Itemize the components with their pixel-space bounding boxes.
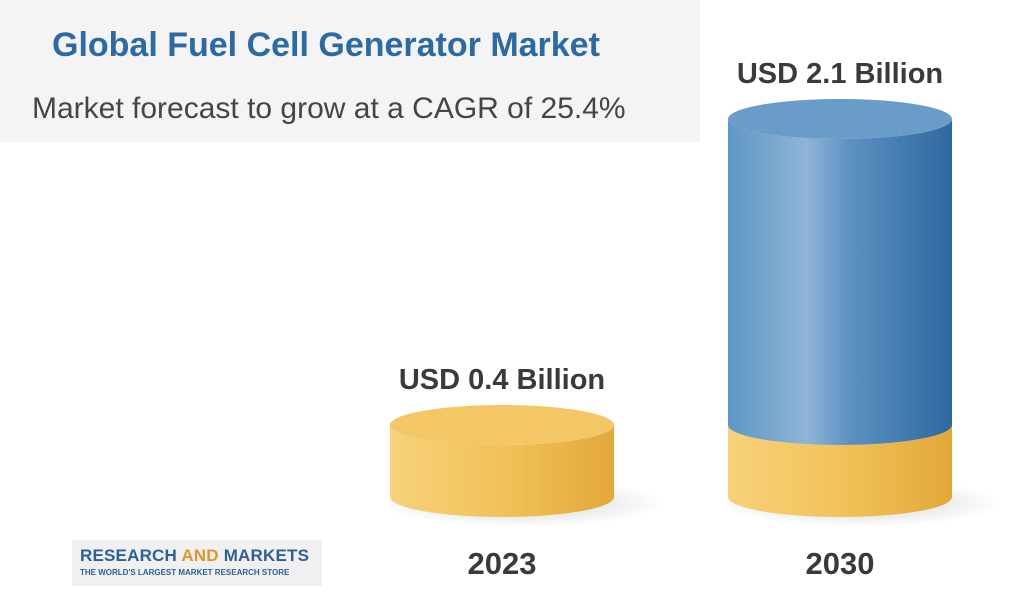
logo-wordmark: RESEARCH AND MARKETS xyxy=(80,546,309,566)
logo-word-markets: MARKETS xyxy=(223,546,310,565)
bar-top xyxy=(728,99,952,139)
bar-top xyxy=(390,405,614,445)
research-and-markets-logo: RESEARCH AND MARKETS THE WORLD'S LARGEST… xyxy=(72,540,322,586)
cylinder-bar-2030 xyxy=(718,99,1002,527)
logo-word-research: RESEARCH xyxy=(80,546,178,565)
chart-title: Global Fuel Cell Generator Market xyxy=(52,26,600,64)
value-label: USD 2.1 Billion xyxy=(737,58,943,90)
logo-word-and: AND xyxy=(181,546,219,565)
bar-base-segment xyxy=(728,425,952,517)
logo-tagline: THE WORLD'S LARGEST MARKET RESEARCH STOR… xyxy=(80,568,290,577)
chart-subtitle: Market forecast to grow at a CAGR of 25.… xyxy=(32,92,626,125)
bar-body xyxy=(390,425,614,517)
cylinder-bar-2023 xyxy=(380,405,664,527)
header-panel xyxy=(0,0,700,142)
bar-growth-segment xyxy=(728,119,952,445)
value-label: USD 0.4 Billion xyxy=(399,364,605,396)
category-label: 2023 xyxy=(468,546,537,581)
category-label: 2030 xyxy=(806,546,875,581)
